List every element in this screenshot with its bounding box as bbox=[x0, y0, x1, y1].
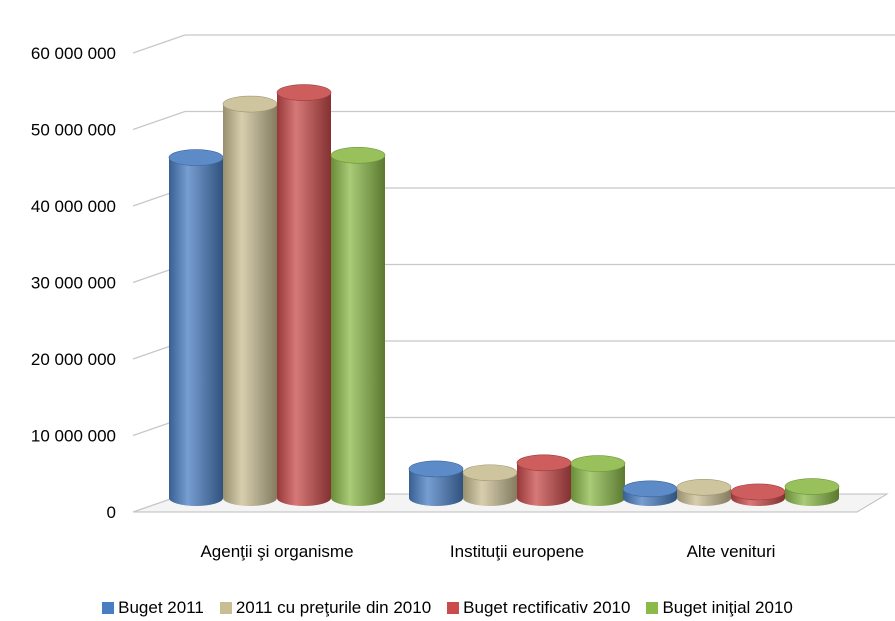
bar bbox=[277, 85, 331, 506]
y-tick-label: 40 000 000 bbox=[31, 197, 116, 216]
legend-swatch bbox=[102, 602, 114, 614]
legend-swatch bbox=[220, 602, 232, 614]
bar bbox=[731, 484, 785, 506]
bar bbox=[463, 465, 517, 506]
legend: Buget 2011 2011 cu preţurile din 2010 Buge… bbox=[0, 597, 895, 619]
chart-plot: 0 10 000 000 20 000 000 30 000 000 40 000 00… bbox=[0, 0, 895, 600]
y-tick-label: 60 000 000 bbox=[31, 44, 116, 63]
y-tick-label: 30 000 000 bbox=[31, 274, 116, 293]
legend-label: Buget iniţial 2010 bbox=[662, 598, 792, 618]
bar bbox=[517, 455, 571, 506]
legend-item: Buget rectificativ 2010 bbox=[447, 598, 630, 618]
bar bbox=[169, 150, 223, 506]
x-tick-label: Instituţii europene bbox=[450, 542, 584, 561]
legend-swatch bbox=[447, 602, 459, 614]
bar bbox=[677, 479, 731, 506]
y-tick-label: 50 000 000 bbox=[31, 121, 116, 140]
bar bbox=[571, 456, 625, 506]
legend-label: Buget 2011 bbox=[118, 598, 204, 618]
legend-item: 2011 cu preţurile din 2010 bbox=[220, 598, 431, 618]
legend-swatch bbox=[646, 602, 658, 614]
bar bbox=[331, 147, 385, 506]
x-tick-label: Agenţii şi organisme bbox=[200, 542, 353, 561]
bar bbox=[223, 96, 277, 506]
legend-item: Buget iniţial 2010 bbox=[646, 598, 792, 618]
y-tick-label: 0 bbox=[107, 503, 116, 522]
legend-item: Buget 2011 bbox=[102, 598, 204, 618]
gridline-depth bbox=[133, 112, 185, 130]
bar bbox=[623, 481, 677, 506]
bar bbox=[409, 461, 463, 506]
y-tick-label: 20 000 000 bbox=[31, 350, 116, 369]
gridline-depth bbox=[133, 35, 185, 53]
x-tick-label: Alte venituri bbox=[687, 542, 776, 561]
y-tick-label: 10 000 000 bbox=[31, 427, 116, 446]
bar bbox=[785, 479, 839, 506]
legend-label: Buget rectificativ 2010 bbox=[463, 598, 630, 618]
legend-label: 2011 cu preţurile din 2010 bbox=[236, 598, 431, 618]
